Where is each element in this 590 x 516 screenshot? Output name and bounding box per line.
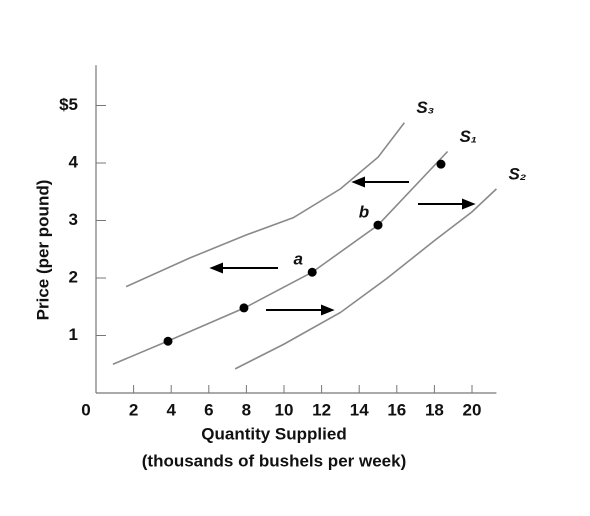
supply-curve	[125, 122, 405, 288]
x-tick-label: 18	[425, 400, 444, 419]
x-tick-label: 8	[242, 400, 251, 419]
arrow-head	[351, 176, 365, 188]
x-axis-label: Quantity Supplied	[201, 424, 346, 443]
point	[436, 159, 446, 169]
x-tick-label: 6	[204, 400, 213, 419]
x-tick-label: 14	[350, 400, 369, 419]
x-tick-label: 10	[275, 400, 294, 419]
point-annotation: b	[359, 203, 369, 222]
supply-curve	[112, 150, 449, 365]
arrow-head	[209, 262, 223, 274]
x-axis-label: (thousands of bushels per week)	[142, 451, 407, 470]
y-axis-label: Price (per pound)	[33, 180, 52, 321]
x-tick-label: 16	[387, 400, 406, 419]
curve-label: S₃	[416, 98, 434, 117]
y-tick-label: 1	[69, 325, 78, 344]
point	[373, 220, 383, 230]
point-annotation: a	[293, 250, 302, 269]
curve-label: S₁	[460, 127, 477, 146]
x-tick-label: 0	[81, 400, 90, 419]
arrow-head	[321, 304, 335, 316]
point	[307, 267, 317, 277]
x-tick-label: 2	[129, 400, 138, 419]
point	[163, 336, 173, 346]
x-tick-label: 4	[166, 400, 176, 419]
y-tick-label: 2	[69, 267, 78, 286]
x-tick-label: 12	[312, 400, 331, 419]
y-tick-label: 3	[69, 210, 78, 229]
arrow-head	[462, 198, 476, 210]
point	[239, 303, 249, 313]
x-tick-label: 20	[463, 400, 482, 419]
y-tick-label: 4	[69, 152, 79, 171]
y-tick-label: $5	[59, 95, 78, 114]
shift-arrows	[209, 176, 476, 316]
supply-curve	[234, 188, 497, 370]
curve-label: S₂	[508, 164, 526, 183]
